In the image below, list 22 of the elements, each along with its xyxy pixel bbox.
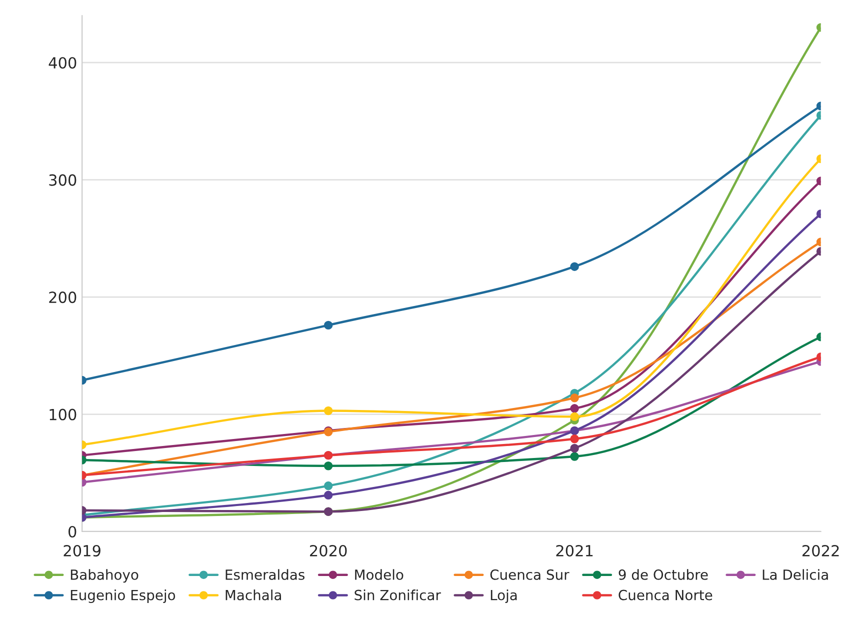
legend-label: Machala	[226, 590, 281, 600]
y-tick-label: 300	[49, 174, 76, 186]
legend-label: Cuenca Norte	[618, 590, 712, 600]
point	[570, 394, 579, 402]
legend-label: Cuenca Sur	[490, 569, 570, 580]
legend-label: Babahoyo	[70, 569, 138, 583]
legend-label: Esmeraldas	[226, 569, 304, 580]
point	[324, 481, 333, 490]
x-tick-label: 2019	[64, 544, 100, 557]
x-tick-label: 2022	[802, 544, 839, 557]
y-tick-label: 0	[68, 526, 76, 538]
legend-label: Loja	[490, 590, 517, 603]
x-tick-label: 2021	[556, 544, 593, 557]
legend-label: Sin Zonificar	[354, 590, 441, 600]
legend-label: La Delicia	[762, 569, 828, 580]
legend-label: 9 de Octubre	[618, 569, 708, 580]
legend-label: Eugenio Espejo	[70, 590, 176, 603]
y-tick-label: 400	[48, 57, 76, 69]
x-tick-label: 2020	[310, 544, 347, 557]
y-tick-label: 200	[49, 292, 76, 304]
legend-label: Modelo	[355, 569, 404, 580]
y-tick-label: 100	[50, 408, 76, 420]
